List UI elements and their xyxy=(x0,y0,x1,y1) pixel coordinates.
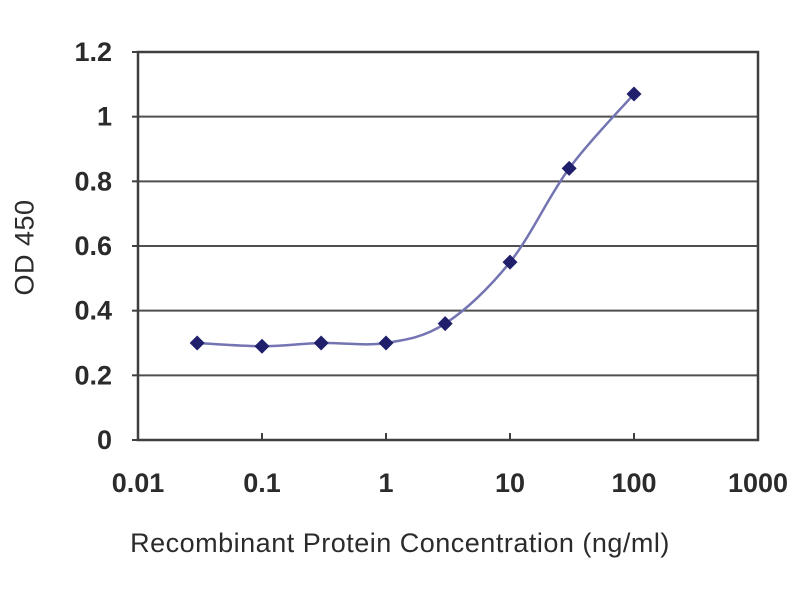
data-point-marker xyxy=(378,335,394,351)
y-tick-label: 0.4 xyxy=(74,296,112,326)
y-tick-label: 0 xyxy=(97,425,112,455)
x-tick-label: 1 xyxy=(378,468,393,498)
y-tick-label: 1 xyxy=(97,102,112,132)
data-point-marker xyxy=(313,335,329,351)
data-point-marker xyxy=(626,86,642,102)
data-point-marker xyxy=(189,335,205,351)
data-point-marker xyxy=(254,338,270,354)
y-tick-label: 0.6 xyxy=(74,231,112,261)
data-point-marker xyxy=(502,254,518,270)
x-axis-title: Recombinant Protein Concentration (ng/ml… xyxy=(130,528,670,558)
x-tick-label: 10 xyxy=(495,468,525,498)
series-line xyxy=(197,93,635,348)
y-tick-label: 0.2 xyxy=(74,360,112,390)
x-tick-label: 1000 xyxy=(728,468,788,498)
x-tick-label: 100 xyxy=(611,468,656,498)
x-tick-label: 0.01 xyxy=(112,468,165,498)
y-axis-title: OD 450 xyxy=(9,199,40,296)
y-tick-label: 0.8 xyxy=(74,166,112,196)
x-tick-label: 0.1 xyxy=(243,468,281,498)
data-point-marker xyxy=(437,316,453,332)
y-tick-label: 1.2 xyxy=(74,37,112,67)
data-point-marker xyxy=(561,160,577,176)
